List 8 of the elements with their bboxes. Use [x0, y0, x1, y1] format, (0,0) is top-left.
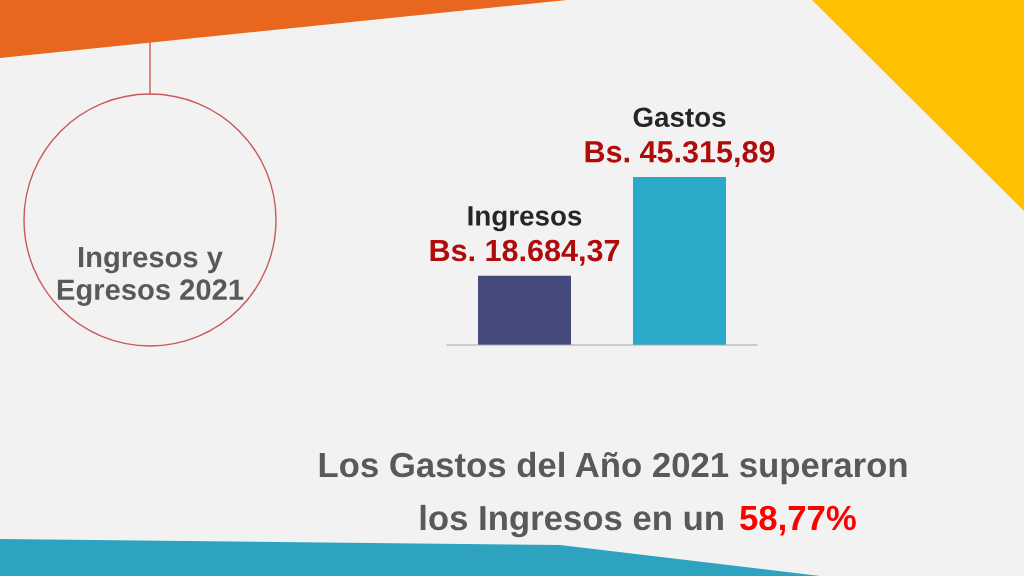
data-label: Bs. 45.315,89	[585, 140, 775, 168]
text: Los Gastos del Año 2021 superaron	[319, 451, 907, 485]
text: los Ingresos en un	[420, 504, 723, 538]
x-tick-label: Ingresos	[468, 206, 582, 232]
data-label: Bs. 18.684,37	[430, 239, 620, 266]
text: 58,77%	[740, 505, 856, 536]
text: Ingresos y Egresos 2021	[57, 247, 244, 306]
x-tick-label: Gastos	[633, 107, 726, 128]
